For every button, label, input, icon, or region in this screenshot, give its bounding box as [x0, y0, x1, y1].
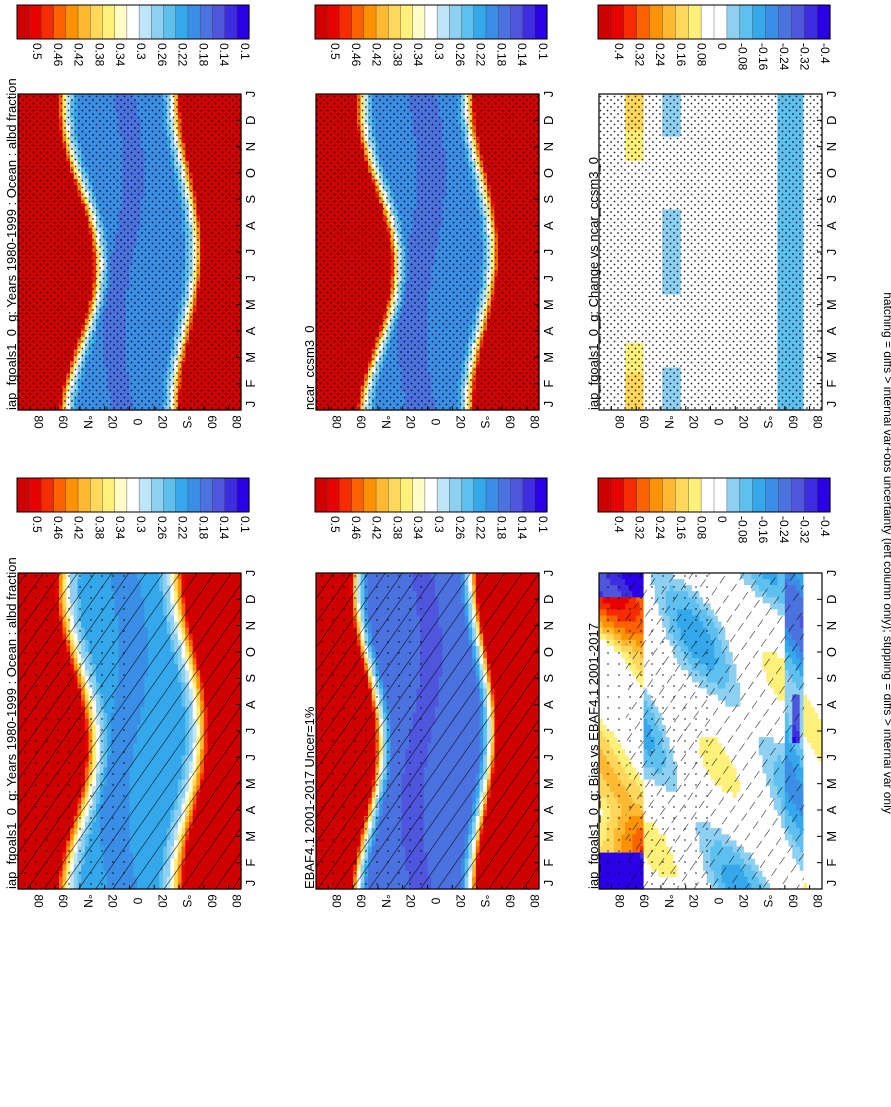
colorbar-swatch [126, 477, 140, 513]
footer-note: hatching = diffs > internal var+obs unce… [881, 292, 891, 814]
y-tick-label: °S [180, 895, 194, 908]
colorbar-swatch [236, 477, 250, 513]
colorbar-label: 0.34 [113, 516, 127, 540]
panel-model-mean: J F M A M J J A S O N D J 80 60 °N 20 0 20 °S 60 80 iap_fgoals… [4, 477, 258, 908]
colorbar-label: 0.18 [196, 516, 210, 540]
x-tick-label: M [243, 778, 258, 789]
panel-title: iap_fgoals1_0_g: Years 1980-1999 : Ocean… [4, 557, 19, 889]
x-tick-label: M [243, 831, 258, 842]
colorbar-swatch [175, 477, 189, 513]
colorbar-swatch [16, 477, 30, 513]
x-tick-label: F [243, 859, 258, 867]
colorbar-swatch [114, 477, 128, 513]
colorbar-label: 0.26 [155, 516, 169, 540]
colorbar-label: 0.38 [92, 516, 106, 540]
y-tick-label: 20 [155, 894, 169, 908]
colorbar-swatch [187, 477, 201, 513]
colorbar-label: 0.3 [134, 516, 148, 533]
x-tick-label: S [243, 674, 258, 683]
y-tick-label: 60 [205, 894, 219, 908]
x-tick-label: A [243, 805, 258, 814]
x-tick-label: O [243, 647, 258, 657]
y-tick-label: 80 [31, 894, 45, 908]
colorbar-label: 0.42 [72, 516, 86, 540]
colorbar-swatch [199, 477, 213, 513]
colorbar-swatch [41, 477, 55, 513]
colorbar-swatch [77, 477, 91, 513]
colorbar-label: 0.14 [217, 516, 231, 540]
colorbar-swatch [163, 477, 177, 513]
colorbar-swatch [224, 477, 238, 513]
colorbar-swatch [65, 477, 79, 513]
x-tick-label: J [243, 754, 258, 761]
colorbar-label: 0.46 [51, 516, 65, 540]
colorbar-swatch [151, 477, 165, 513]
x-tick-label: J [243, 728, 258, 735]
x-tick-label: N [243, 621, 258, 630]
x-tick-label: J [243, 570, 258, 577]
colorbar-p1: 0.5 0.46 0.42 0.38 0.34 0.3 0.26 0.22 0.18 0.14 0.… [16, 477, 252, 540]
colorbar-label: 0.1 [238, 516, 252, 533]
y-tick-label: °N [81, 894, 95, 907]
colorbar-label: 0.22 [176, 516, 190, 540]
y-tick-label: 60 [56, 894, 70, 908]
y-tick-label: 80 [230, 894, 244, 908]
colorbar-swatch [53, 477, 67, 513]
colorbar-swatch [29, 477, 43, 513]
colorbar-swatch [90, 477, 104, 513]
y-tick-label: 0 [131, 898, 145, 905]
x-tick-label: J [243, 880, 258, 887]
colorbar-swatch [212, 477, 226, 513]
hatching-p1 [18, 573, 241, 889]
y-tick-label: 20 [106, 894, 120, 908]
x-tick-label: A [243, 700, 258, 709]
colorbar-swatch [102, 477, 116, 513]
x-tick-label: D [243, 595, 258, 604]
colorbar-label: 0.5 [30, 516, 44, 533]
colorbar-swatch [138, 477, 152, 513]
